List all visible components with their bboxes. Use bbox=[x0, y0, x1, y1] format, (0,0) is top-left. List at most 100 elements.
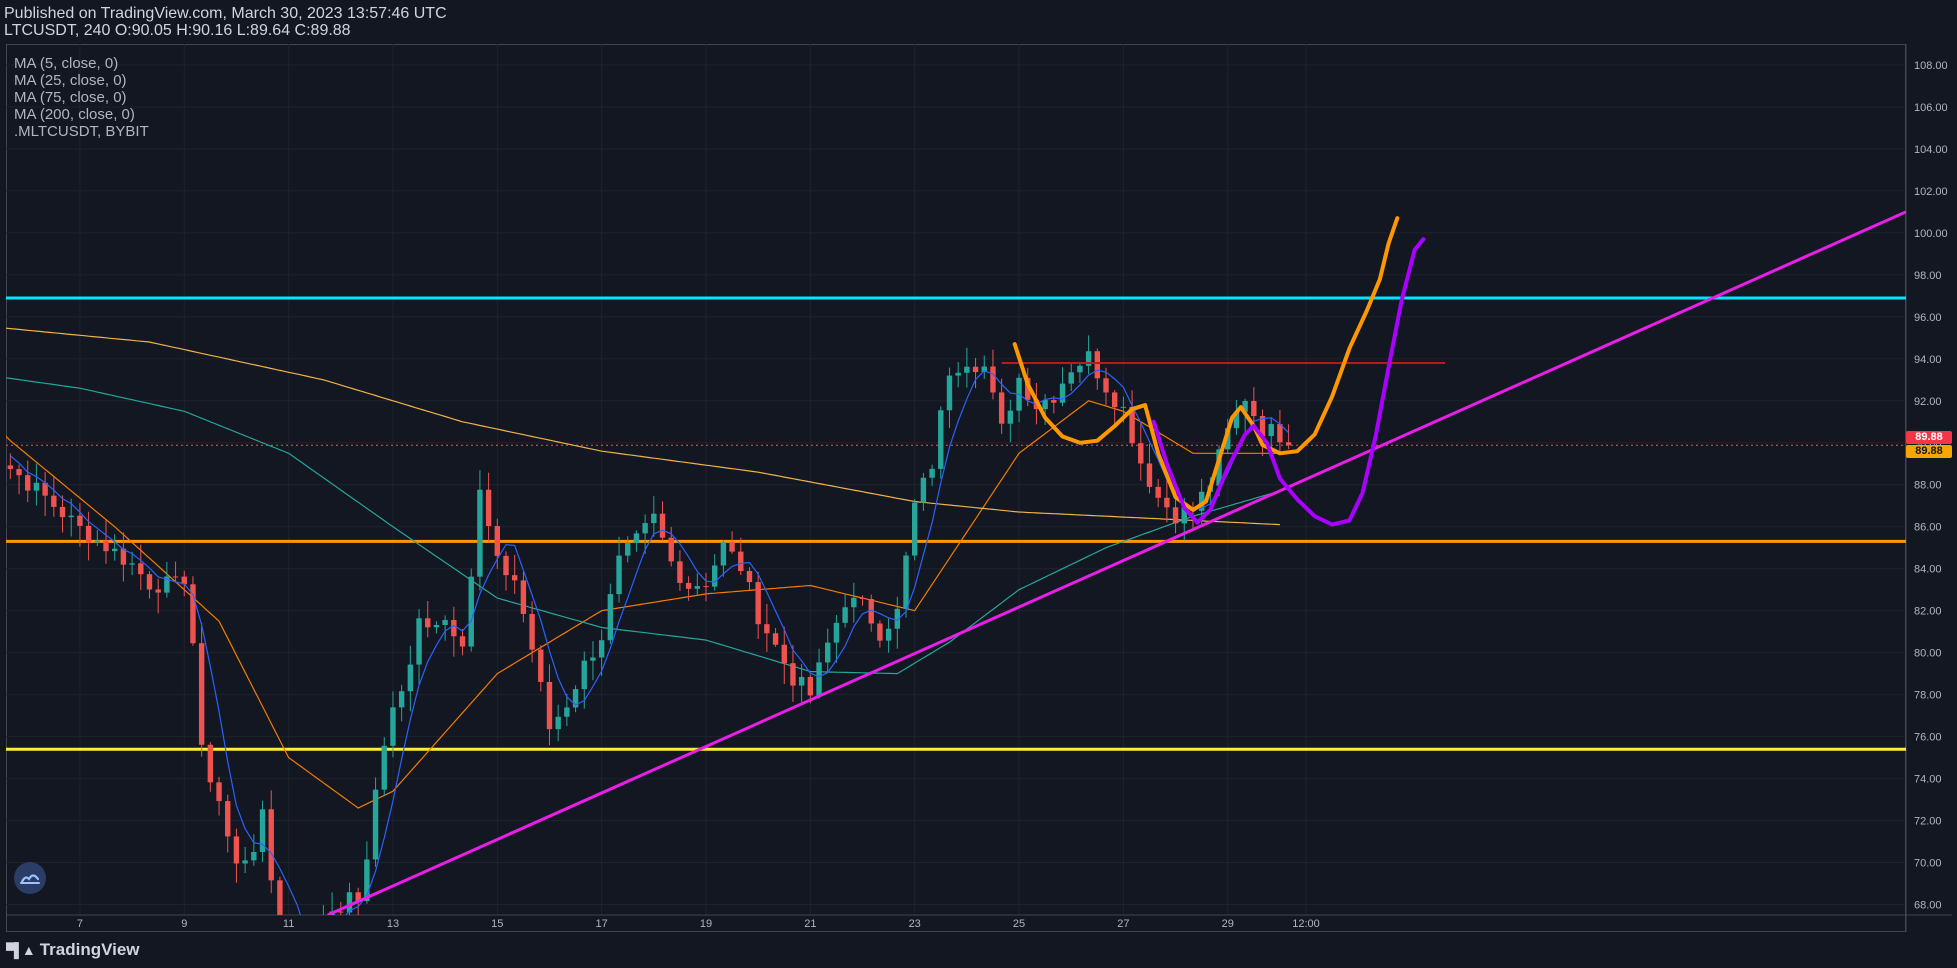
candle-body bbox=[529, 613, 535, 650]
candle-body bbox=[198, 643, 205, 745]
candle-body bbox=[807, 676, 814, 696]
cloud-wave-icon bbox=[20, 874, 40, 884]
candle-body bbox=[616, 555, 622, 595]
scroll-to-realtime-button[interactable] bbox=[14, 862, 46, 894]
candle-body bbox=[1103, 378, 1109, 393]
candle-body bbox=[625, 543, 631, 556]
x-tick-label: 23 bbox=[909, 918, 921, 930]
candle-body bbox=[772, 633, 779, 645]
candle-body bbox=[146, 574, 153, 590]
candle-body bbox=[1007, 410, 1014, 424]
legend-symbol[interactable]: .MLTCUSDT, BYBIT bbox=[14, 123, 149, 140]
chart-frame[interactable] bbox=[6, 44, 1906, 932]
drawn-projection-path bbox=[1012, 216, 1400, 512]
y-tick-label: 76.00 bbox=[1914, 732, 1942, 744]
candle-body bbox=[494, 526, 500, 556]
candle-body bbox=[1285, 442, 1292, 446]
candle-body bbox=[416, 618, 422, 665]
y-tick-label: 96.00 bbox=[1914, 312, 1942, 324]
last-price-tag: 89.88 bbox=[1906, 431, 1952, 445]
candle-body bbox=[729, 542, 735, 552]
candle-body bbox=[1138, 443, 1144, 464]
legend-ma-75[interactable]: MA (75, close, 0) bbox=[14, 89, 127, 106]
candle-body bbox=[816, 662, 822, 696]
y-tick-label: 100.00 bbox=[1914, 228, 1948, 240]
candle-body bbox=[94, 540, 100, 543]
candle-body bbox=[233, 836, 240, 864]
y-tick-label: 74.00 bbox=[1914, 774, 1942, 786]
candle-body bbox=[25, 475, 31, 491]
candle-body bbox=[442, 620, 448, 625]
candle-body bbox=[398, 691, 405, 708]
legend-ma-5[interactable]: MA (5, close, 0) bbox=[14, 55, 119, 72]
candle-body bbox=[181, 576, 187, 585]
candle-body bbox=[572, 689, 579, 708]
candle-body bbox=[251, 851, 257, 861]
candle-body bbox=[433, 624, 440, 628]
candle-body bbox=[503, 555, 509, 576]
candle-body bbox=[85, 525, 92, 543]
y-tick-label: 80.00 bbox=[1914, 648, 1942, 660]
candle-body bbox=[1094, 351, 1100, 379]
y-tick-label: 72.00 bbox=[1914, 816, 1942, 828]
y-tick-label: 68.00 bbox=[1914, 900, 1942, 912]
indicator-legend: MA (5, close, 0) MA (25, close, 0) MA (7… bbox=[14, 55, 149, 140]
candle-body bbox=[1225, 428, 1231, 450]
candle-body bbox=[1172, 507, 1179, 524]
moving-average-line bbox=[6, 377, 1281, 675]
tradingview-logo[interactable]: ▀▌▲ TradingView bbox=[6, 940, 140, 960]
candle-body bbox=[59, 506, 66, 518]
candle-body bbox=[242, 860, 248, 864]
candle-body bbox=[868, 598, 874, 624]
candle-body bbox=[825, 642, 831, 663]
candle-body bbox=[746, 571, 753, 583]
y-tick-label: 92.00 bbox=[1914, 396, 1942, 408]
support-trendline bbox=[327, 210, 1906, 915]
candle-body bbox=[1120, 406, 1127, 408]
candle-body bbox=[842, 607, 848, 623]
candle-body bbox=[407, 664, 414, 692]
candle-body bbox=[851, 597, 857, 608]
candle-body bbox=[225, 801, 231, 837]
candle-body bbox=[607, 594, 614, 641]
candle-body bbox=[1085, 351, 1092, 366]
candle-body bbox=[781, 644, 787, 664]
candle-body bbox=[425, 618, 431, 628]
legend-ma-25[interactable]: MA (25, close, 0) bbox=[14, 72, 127, 89]
candle-body bbox=[546, 681, 553, 730]
candle-body bbox=[972, 366, 979, 373]
candle-body bbox=[42, 482, 48, 496]
candle-body bbox=[885, 628, 892, 641]
candle-body bbox=[164, 576, 170, 593]
published-text: Published on TradingView.com, March 30, … bbox=[4, 5, 447, 22]
candle-body bbox=[129, 563, 135, 565]
y-tick-label: 86.00 bbox=[1914, 522, 1942, 534]
chart-header: Published on TradingView.com, March 30, … bbox=[0, 0, 1957, 44]
candle-body bbox=[1025, 377, 1031, 400]
candle-body bbox=[512, 575, 518, 581]
candle-body bbox=[894, 608, 900, 629]
candle-body bbox=[590, 657, 596, 661]
candle-body bbox=[346, 892, 353, 913]
candle-body bbox=[468, 576, 474, 647]
candle-body bbox=[981, 366, 987, 373]
candle-body bbox=[1112, 392, 1118, 408]
candle-body bbox=[216, 782, 222, 802]
x-tick-label: 19 bbox=[700, 918, 712, 930]
candle-body bbox=[964, 366, 970, 373]
y-tick-label: 106.00 bbox=[1914, 102, 1948, 114]
y-tick-label: 104.00 bbox=[1914, 144, 1948, 156]
candle-body bbox=[651, 513, 657, 524]
candle-body bbox=[112, 548, 118, 552]
candle-body bbox=[477, 489, 483, 577]
ma-price-tag: 89.88 bbox=[1906, 445, 1952, 459]
candle-body bbox=[833, 622, 840, 643]
candle-body bbox=[16, 469, 22, 476]
candle-body bbox=[920, 477, 927, 503]
candle-body bbox=[1251, 400, 1257, 417]
candle-body bbox=[564, 707, 570, 717]
legend-ma-200[interactable]: MA (200, close, 0) bbox=[14, 106, 135, 123]
tradingview-logo-icon: ▀▌▲ bbox=[6, 942, 36, 958]
moving-average-line bbox=[9, 369, 1290, 915]
